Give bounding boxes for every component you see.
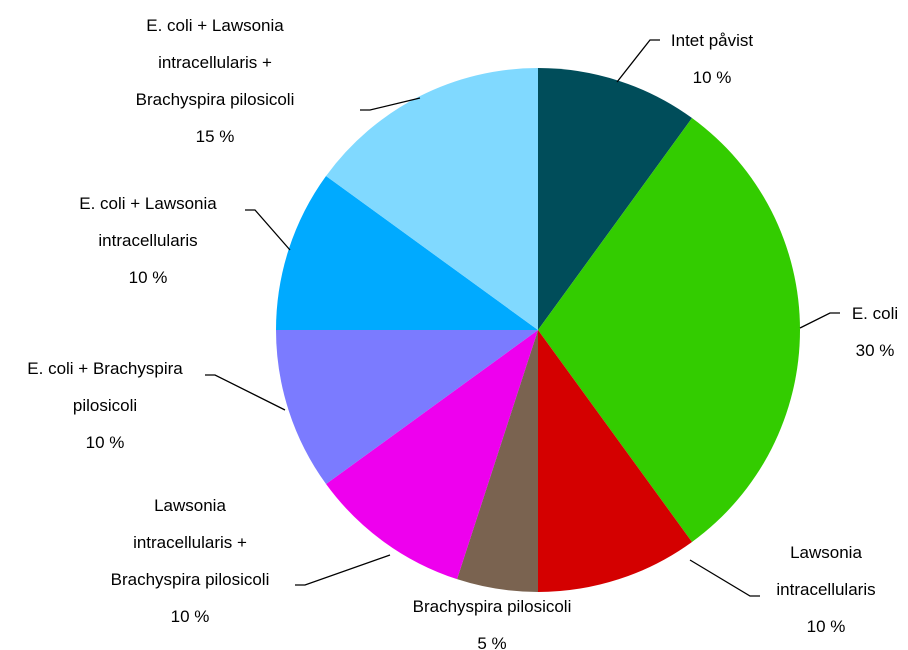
category-label: Lawsonia intracellularis + Brachyspira p… [110,496,270,589]
leader-line [360,97,421,111]
slice-label: E. coli 30 % [825,295,908,369]
slice [276,176,538,330]
value-label: 10 % [170,607,210,626]
leader-line [689,559,760,597]
value-label: 10 % [806,617,846,636]
category-label: Brachyspira pilosicoli [412,597,572,616]
slice-label: E. coli + Lawsonia intracellularis + Bra… [120,7,310,155]
value-label: 10 % [85,433,125,452]
leader-line [245,209,291,251]
category-label: E. coli [851,304,899,323]
value-label: 30 % [855,341,895,360]
category-label: Intet påvist [670,31,754,50]
category-label: E. coli + Brachyspira pilosicoli [27,359,183,415]
slice [538,330,692,592]
slice [326,330,538,580]
leaders [205,39,840,597]
slice [276,330,538,484]
value-label: 10 % [692,68,732,87]
category-label: E. coli + Lawsonia intracellularis [79,194,217,250]
slice [538,68,692,330]
value-label: 15 % [195,127,235,146]
slice-label: Intet påvist 10 % [637,22,787,96]
slice [457,330,538,592]
slice [538,118,801,542]
leader-line [799,312,840,329]
slice-label: Lawsonia intracellularis 10 % [751,534,901,645]
leader-line [616,39,660,83]
category-label: E. coli + Lawsonia intracellularis + Bra… [135,16,295,109]
slice-label: Lawsonia intracellularis + Brachyspira p… [105,487,275,635]
slice-label: E. coli + Brachyspira pilosicoli 10 % [10,350,200,461]
leader-line [295,554,391,586]
slice [326,68,538,330]
category-label: Lawsonia intracellularis [776,543,876,599]
leader-line [205,374,286,411]
slice-label: Brachyspira pilosicoli 5 % [362,588,622,650]
value-label: 10 % [128,268,168,287]
slice-label: E. coli + Lawsonia intracellularis 10 % [48,185,248,296]
value-label: 5 % [477,634,507,650]
slices [276,68,801,592]
